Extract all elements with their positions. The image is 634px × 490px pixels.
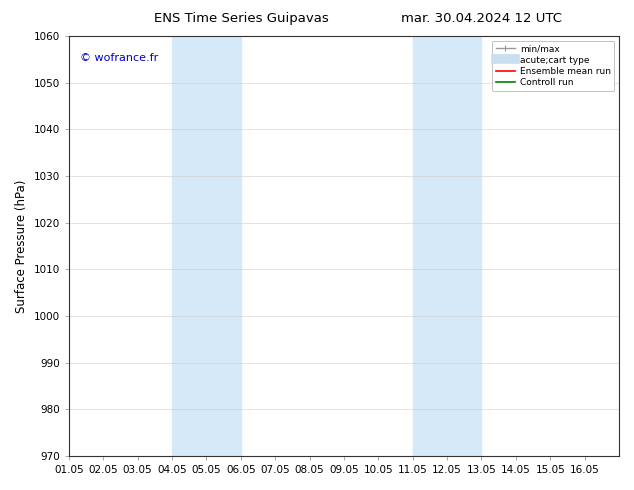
Text: ENS Time Series Guipavas: ENS Time Series Guipavas: [153, 12, 328, 25]
Bar: [413, 36, 481, 456]
Legend: min/max, acute;cart type, Ensemble mean run, Controll run: min/max, acute;cart type, Ensemble mean …: [492, 41, 614, 91]
Y-axis label: Surface Pressure (hPa): Surface Pressure (hPa): [15, 179, 28, 313]
Text: mar. 30.04.2024 12 UTC: mar. 30.04.2024 12 UTC: [401, 12, 562, 25]
Bar: [172, 36, 241, 456]
Text: © wofrance.fr: © wofrance.fr: [80, 53, 158, 63]
